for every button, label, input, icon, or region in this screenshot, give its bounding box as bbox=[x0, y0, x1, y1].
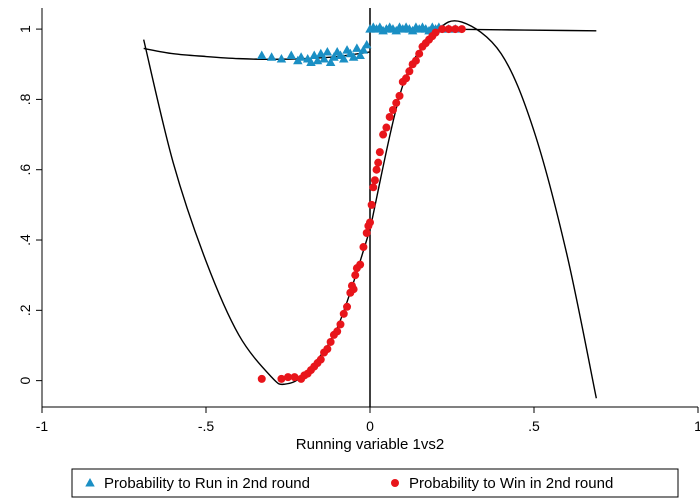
data-points bbox=[257, 22, 466, 383]
data-point-win bbox=[356, 260, 365, 269]
y-tick-label: .2 bbox=[17, 304, 33, 316]
data-point-win bbox=[379, 130, 388, 139]
data-point-run bbox=[339, 53, 349, 63]
data-point-win bbox=[277, 374, 286, 383]
data-point-win bbox=[339, 309, 348, 318]
data-point-win bbox=[457, 25, 466, 34]
data-point-win bbox=[431, 28, 440, 37]
data-point-win bbox=[385, 112, 394, 121]
data-point-run bbox=[257, 50, 267, 59]
data-point-win bbox=[290, 373, 299, 382]
data-point-run bbox=[322, 46, 333, 56]
data-point-run bbox=[286, 50, 297, 59]
data-point-win bbox=[366, 218, 374, 227]
y-tick-label: 1 bbox=[17, 25, 33, 33]
x-tick-label: .5 bbox=[528, 418, 540, 434]
data-point-win bbox=[444, 25, 453, 34]
data-point-run bbox=[319, 53, 329, 63]
data-point-win bbox=[402, 74, 411, 83]
data-point-win bbox=[415, 49, 424, 58]
data-point-win bbox=[362, 228, 371, 237]
data-point-run bbox=[361, 39, 372, 49]
data-point-win bbox=[359, 243, 368, 252]
data-point-win bbox=[349, 285, 358, 294]
legend: Probability to Run in 2nd round Probabili… bbox=[71, 468, 679, 498]
data-point-win bbox=[336, 320, 345, 329]
data-point-run bbox=[276, 53, 287, 63]
y-tick-label: .8 bbox=[17, 93, 33, 105]
data-point-win bbox=[372, 165, 381, 174]
data-point-win bbox=[284, 373, 292, 382]
data-point-win bbox=[438, 25, 447, 34]
x-axis-ticks: -1 -.5 0 .5 1 bbox=[36, 407, 700, 434]
data-point-win bbox=[316, 355, 325, 364]
data-point-run bbox=[355, 50, 365, 59]
legend-marker-win bbox=[391, 479, 399, 487]
data-point-run bbox=[358, 45, 369, 54]
data-point-win bbox=[257, 374, 266, 383]
data-point-win bbox=[367, 200, 376, 209]
data-point-win bbox=[388, 105, 397, 114]
data-point-win bbox=[323, 344, 332, 353]
y-tick-label: .6 bbox=[17, 164, 33, 176]
legend-marker-run bbox=[85, 478, 95, 487]
data-point-win bbox=[382, 123, 391, 132]
x-tick-label: -.5 bbox=[198, 418, 215, 434]
data-point-win bbox=[405, 67, 414, 76]
x-tick-label: -1 bbox=[36, 418, 49, 434]
data-point-run bbox=[296, 52, 306, 61]
data-point-win bbox=[392, 98, 401, 107]
y-tick-label: 0 bbox=[17, 377, 33, 385]
legend-label: Probability to Run in 2nd round bbox=[104, 475, 310, 492]
x-axis-title: Running variable 1vs2 bbox=[296, 436, 444, 453]
data-point-win bbox=[370, 176, 379, 185]
data-point-win bbox=[343, 302, 352, 311]
data-point-win bbox=[326, 337, 335, 346]
legend-box bbox=[71, 468, 679, 498]
data-point-win bbox=[369, 183, 378, 192]
data-point-win bbox=[351, 271, 360, 280]
data-point-win bbox=[451, 25, 460, 34]
data-point-win bbox=[333, 327, 342, 336]
x-tick-label: 1 bbox=[694, 418, 700, 434]
data-point-run bbox=[266, 52, 277, 61]
x-tick-label: 0 bbox=[366, 418, 374, 434]
data-point-win bbox=[375, 148, 384, 157]
data-point-run bbox=[325, 57, 336, 66]
legend-label: Probability to Win in 2nd round bbox=[409, 475, 613, 492]
data-point-win bbox=[411, 56, 420, 65]
data-point-win bbox=[374, 158, 383, 167]
data-point-win bbox=[395, 91, 404, 100]
y-tick-label: .4 bbox=[17, 234, 33, 246]
y-axis-ticks: 0 .2 .4 .6 .8 1 bbox=[17, 25, 42, 385]
data-point-run bbox=[352, 43, 362, 52]
